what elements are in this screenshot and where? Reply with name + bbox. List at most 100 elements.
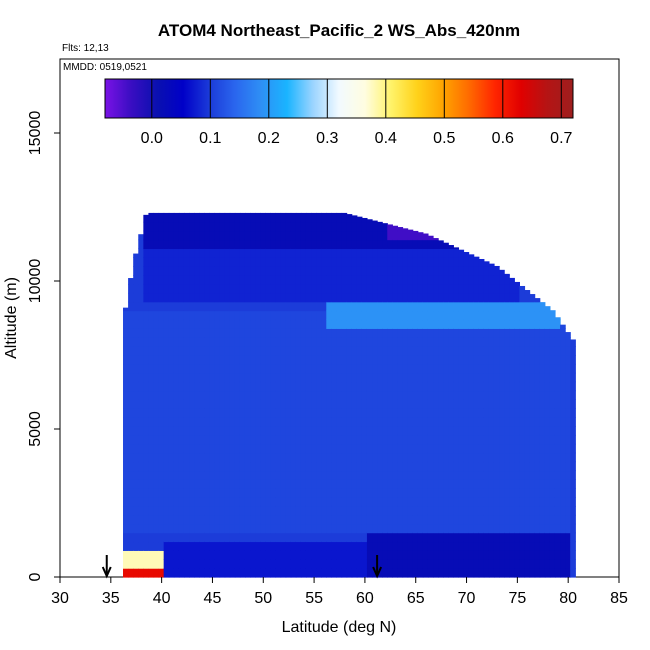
heatmap-cell [260,221,266,232]
heatmap-cell [234,408,241,418]
heatmap-cell [280,301,287,312]
heatmap-cell [173,426,180,436]
heatmap-cell [173,248,180,258]
heatmap-cell [311,337,317,347]
heatmap-cell [438,292,444,303]
heatmap-cell [214,541,221,551]
heatmap-cell [534,505,541,516]
heatmap-cell [239,221,246,232]
heatmap-cell [356,283,363,294]
heatmap-cell [300,488,307,498]
heatmap-cell [244,399,251,409]
heatmap-cell [499,550,505,560]
heatmap-cell [214,266,221,276]
heatmap-cell [412,461,419,472]
heatmap-cell [214,470,221,480]
heatmap-cell [239,248,246,258]
heatmap-cell [422,488,429,498]
heatmap-cell [143,390,150,400]
heatmap-cell [422,497,429,507]
heatmap-cell [148,550,155,560]
heatmap-cell [189,292,195,303]
heatmap-cell [209,452,216,463]
heatmap-cell [133,461,139,472]
heatmap-cell [123,310,129,321]
heatmap-cell [234,275,241,285]
heatmap-cell [473,461,480,472]
heatmap-cell [453,550,460,560]
heatmap-cell [295,452,302,463]
heatmap-cell [173,381,180,392]
heatmap-cell [326,479,332,489]
heatmap-cell [402,381,409,392]
heatmap-cell [493,381,500,392]
heatmap-cell [377,417,383,427]
heatmap-cell [549,310,556,312]
heatmap-cell [143,568,150,578]
heatmap-cell [326,550,332,560]
heatmap-cell [153,488,160,498]
heatmap-cell [519,301,526,312]
heatmap-cell [285,541,292,551]
heatmap-cell [351,426,358,436]
heatmap-cell [433,328,439,338]
heatmap-cell [143,523,150,534]
heatmap-cell [478,497,485,507]
heatmap-cell [178,221,185,232]
heatmap-cell [438,328,444,338]
heatmap-cell [382,346,388,356]
heatmap-cell [412,266,419,276]
heatmap-cell [453,426,460,436]
heatmap-cell [138,443,144,454]
heatmap-cell [341,292,348,303]
heatmap-cell [153,399,160,409]
heatmap-cell [448,390,454,400]
heatmap-cell [290,266,297,276]
heatmap-cell [128,319,134,329]
heatmap-cell [387,568,393,578]
heatmap-cell [280,248,287,258]
heatmap-cell [189,248,195,258]
heatmap-cell [331,523,338,534]
heatmap-cell [453,390,460,400]
heatmap-cell [311,372,317,383]
heatmap-cell [366,257,373,267]
heatmap-cell [229,283,236,294]
heatmap-cell [183,505,190,516]
heatmap-cell [453,559,460,569]
heatmap-cell [204,434,211,445]
heatmap-cell [336,257,343,267]
heatmap-cell [128,443,134,454]
heatmap-cell [270,461,277,472]
heatmap-cell [524,292,531,303]
heatmap-cell [153,550,160,560]
heatmap-cell [133,568,139,578]
heatmap-cell [300,248,307,258]
heatmap-cell [493,266,500,276]
heatmap-cell [189,532,195,543]
heatmap-cell [158,212,165,223]
heatmap-cell [275,355,282,365]
heatmap-cell [478,363,485,374]
heatmap-cell [549,550,556,560]
heatmap-cell [453,461,460,472]
heatmap-cell [143,372,150,383]
x-tick-label: 75 [508,590,526,607]
heatmap-cell [326,381,332,392]
heatmap-cell [250,381,256,392]
heatmap-cell [387,239,393,250]
heatmap-cell [524,426,531,436]
heatmap-cell [366,337,373,347]
heatmap-cell [560,408,566,418]
heatmap-cell [234,417,241,427]
heatmap-cell [366,248,373,258]
heatmap-cell [483,283,490,294]
heatmap-cell [336,399,343,409]
heatmap-cell [377,461,383,472]
heatmap-cell [458,328,465,338]
heatmap-cell [387,514,393,525]
heatmap-cell [565,381,571,392]
heatmap-cell [509,328,515,338]
heatmap-cell [199,363,205,374]
heatmap-cell [290,426,297,436]
